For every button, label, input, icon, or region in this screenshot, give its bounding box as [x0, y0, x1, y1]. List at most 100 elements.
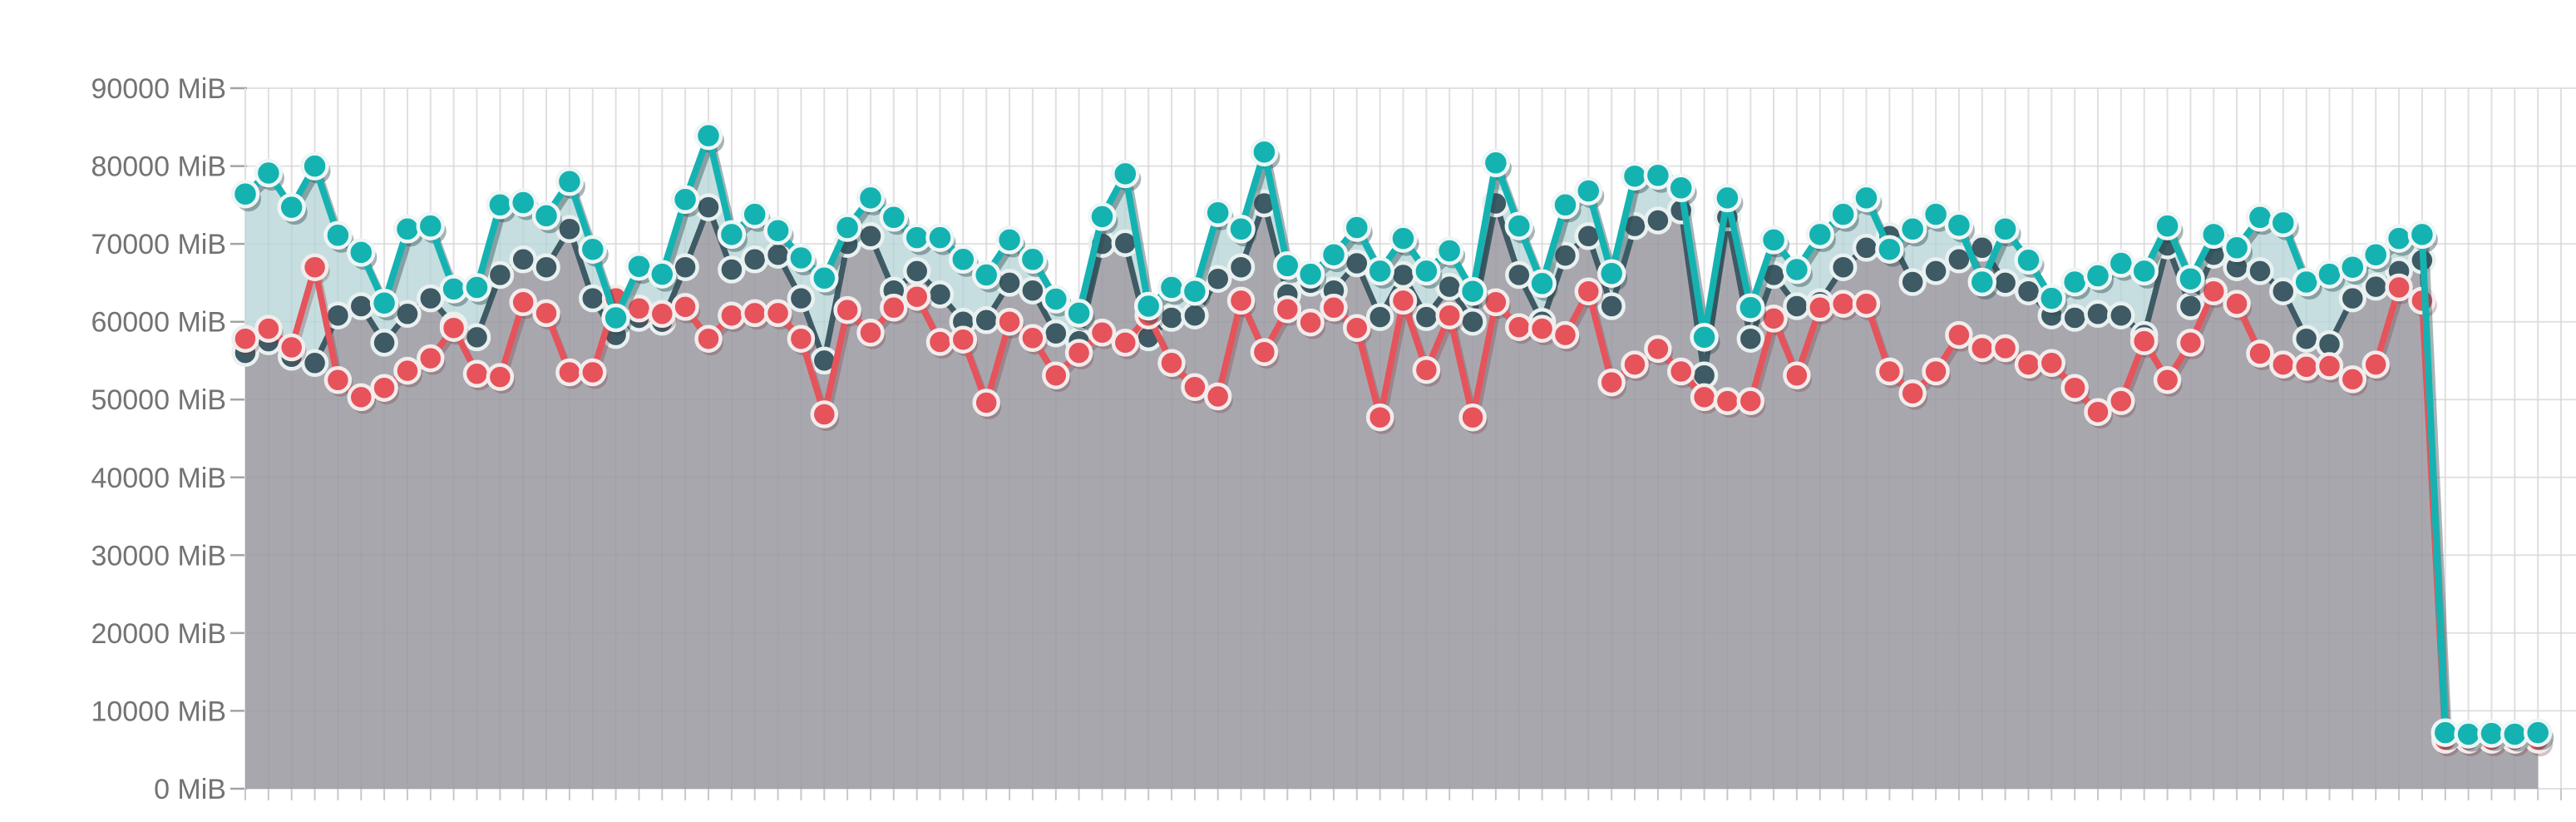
- teal-point[interactable]: [508, 188, 538, 217]
- teal-point[interactable]: [1434, 236, 1464, 265]
- red-point[interactable]: [1759, 305, 1788, 333]
- red-point[interactable]: [856, 319, 885, 347]
- red-point[interactable]: [2292, 353, 2321, 381]
- teal-point[interactable]: [486, 191, 515, 220]
- teal-point[interactable]: [1157, 273, 1187, 302]
- slate-point[interactable]: [1644, 206, 1672, 235]
- teal-point[interactable]: [2477, 719, 2506, 748]
- teal-point[interactable]: [2245, 203, 2275, 232]
- red-point[interactable]: [1181, 373, 1209, 402]
- red-point[interactable]: [439, 314, 468, 342]
- red-point[interactable]: [1064, 339, 1093, 367]
- red-point[interactable]: [1922, 357, 1950, 386]
- red-point[interactable]: [2107, 387, 2135, 415]
- teal-point[interactable]: [2454, 720, 2483, 749]
- slate-point[interactable]: [1226, 253, 1256, 281]
- teal-point[interactable]: [1620, 161, 1650, 191]
- teal-point[interactable]: [2315, 260, 2344, 289]
- teal-point[interactable]: [856, 183, 886, 213]
- teal-point[interactable]: [1088, 202, 1117, 231]
- red-point[interactable]: [880, 294, 908, 322]
- red-point[interactable]: [1273, 295, 1302, 324]
- red-point[interactable]: [1666, 357, 1695, 386]
- slate-point[interactable]: [2338, 284, 2367, 313]
- red-point[interactable]: [648, 300, 677, 329]
- slate-point[interactable]: [1505, 260, 1533, 290]
- red-point[interactable]: [1991, 334, 2020, 363]
- red-point[interactable]: [1551, 320, 1580, 349]
- teal-point[interactable]: [2361, 240, 2391, 270]
- teal-point[interactable]: [1897, 215, 1927, 244]
- red-point[interactable]: [1250, 338, 1279, 366]
- red-point[interactable]: [1226, 286, 1256, 315]
- slate-point[interactable]: [486, 260, 515, 290]
- slate-point[interactable]: [2084, 300, 2112, 329]
- teal-point[interactable]: [1111, 159, 1140, 189]
- red-point[interactable]: [1644, 334, 1672, 364]
- slate-point[interactable]: [417, 284, 445, 313]
- red-point[interactable]: [370, 374, 398, 402]
- red-point[interactable]: [972, 389, 1000, 417]
- teal-point[interactable]: [2384, 224, 2414, 253]
- red-point[interactable]: [277, 333, 306, 362]
- teal-point[interactable]: [1828, 200, 1858, 229]
- red-point[interactable]: [254, 314, 283, 343]
- red-point[interactable]: [833, 295, 861, 324]
- red-point[interactable]: [2385, 273, 2413, 302]
- teal-point[interactable]: [2222, 233, 2252, 263]
- red-point[interactable]: [902, 282, 931, 311]
- red-point[interactable]: [671, 293, 699, 321]
- red-point[interactable]: [2037, 349, 2066, 378]
- teal-point[interactable]: [2407, 220, 2437, 250]
- teal-point[interactable]: [1365, 256, 1394, 286]
- teal-point[interactable]: [1551, 191, 1580, 220]
- teal-point[interactable]: [462, 273, 491, 302]
- slate-point[interactable]: [347, 292, 376, 320]
- teal-point[interactable]: [1389, 224, 1418, 253]
- teal-point[interactable]: [1481, 148, 1511, 178]
- slate-point[interactable]: [532, 253, 560, 281]
- teal-point[interactable]: [1226, 215, 1256, 244]
- slate-point[interactable]: [972, 306, 1000, 334]
- red-point[interactable]: [1713, 387, 1742, 415]
- teal-point[interactable]: [925, 223, 955, 252]
- teal-point[interactable]: [2037, 284, 2066, 313]
- red-point[interactable]: [323, 366, 353, 394]
- red-point[interactable]: [579, 358, 607, 387]
- teal-point[interactable]: [1458, 276, 1488, 306]
- slate-point[interactable]: [2107, 301, 2135, 329]
- teal-point[interactable]: [416, 211, 446, 240]
- teal-point[interactable]: [555, 167, 585, 196]
- teal-point[interactable]: [2129, 256, 2159, 286]
- red-point[interactable]: [2269, 350, 2297, 379]
- teal-point[interactable]: [1759, 225, 1789, 255]
- slate-point[interactable]: [2361, 272, 2390, 301]
- teal-point[interactable]: [949, 245, 978, 275]
- red-point[interactable]: [1365, 403, 1394, 432]
- red-point[interactable]: [2060, 374, 2089, 402]
- teal-point[interactable]: [832, 213, 862, 242]
- teal-point[interactable]: [740, 200, 769, 229]
- slate-point[interactable]: [462, 323, 491, 352]
- teal-point[interactable]: [1944, 210, 1974, 240]
- red-point[interactable]: [1088, 319, 1117, 347]
- red-point[interactable]: [2338, 365, 2367, 394]
- slate-point[interactable]: [1365, 303, 1394, 331]
- slate-point[interactable]: [1412, 303, 1441, 331]
- slate-point[interactable]: [579, 284, 607, 313]
- teal-point[interactable]: [1782, 255, 1812, 285]
- teal-point[interactable]: [1273, 251, 1302, 280]
- red-point[interactable]: [763, 299, 792, 328]
- slate-point[interactable]: [1922, 257, 1950, 285]
- red-point[interactable]: [1968, 334, 1996, 363]
- red-point[interactable]: [1783, 361, 1811, 389]
- red-point[interactable]: [2084, 398, 2112, 426]
- teal-point[interactable]: [1574, 176, 1603, 206]
- teal-point[interactable]: [2268, 208, 2298, 238]
- teal-point[interactable]: [624, 251, 654, 281]
- slate-point[interactable]: [300, 349, 329, 378]
- red-point[interactable]: [300, 253, 329, 281]
- slate-point[interactable]: [2292, 324, 2321, 353]
- red-point[interactable]: [1898, 379, 1927, 408]
